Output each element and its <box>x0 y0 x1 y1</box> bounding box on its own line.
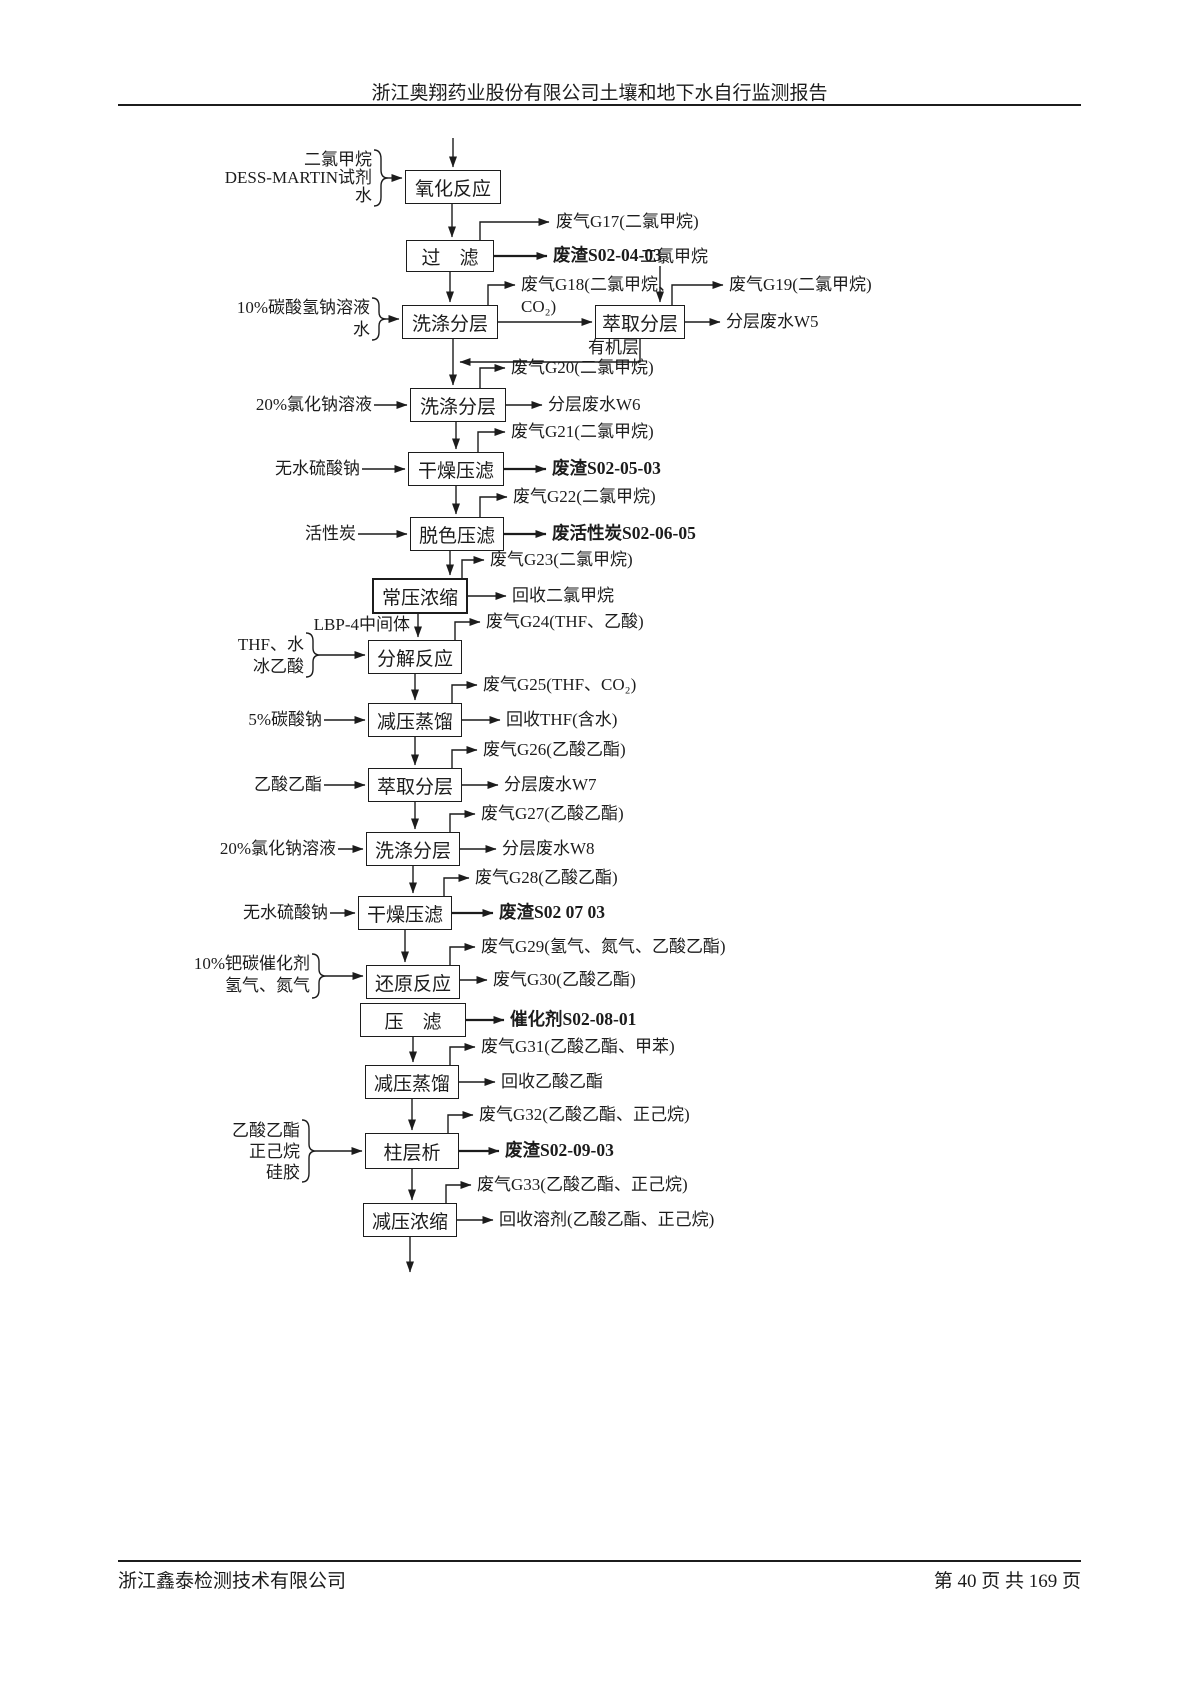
process-box-vacuum-concentrate: 减压浓缩 <box>363 1203 457 1237</box>
input-label-nahco3: 10%碳酸氢钠溶液 <box>236 298 370 317</box>
offgas-label-g26: 废气G26(乙酸乙酯) <box>483 740 626 759</box>
input-label-silica: 硅胶 <box>266 1163 300 1182</box>
process-box-vacuum-distill1: 减压蒸馏 <box>368 703 462 737</box>
offgas-label-g19: 废气G19(二氯甲烷) <box>729 275 872 294</box>
input-label-acetic: 冰乙酸 <box>253 657 304 676</box>
footer-company: 浙江鑫泰检测技术有限公司 <box>118 1571 347 1592</box>
output-label-w5: 分层废水W5 <box>726 312 819 331</box>
input-label-dess-martin: DESS-MARTIN试剂 <box>224 168 372 187</box>
offgas-label-g20: 废气G20(二氯甲烷) <box>511 358 654 377</box>
input-label-h2-n2: 氢气、氮气 <box>225 976 310 995</box>
input-label-water2: 水 <box>353 320 370 339</box>
process-box-atm-concentrate: 常压浓缩 <box>372 578 468 614</box>
output-label-w7: 分层废水W7 <box>504 775 597 794</box>
process-box-filter2: 压 滤 <box>360 1003 466 1037</box>
page-title: 浙江奥翔药业股份有限公司土壤和地下水自行监测报告 <box>371 83 828 104</box>
offgas-label-g21: 废气G21(二氯甲烷) <box>511 422 654 441</box>
process-box-dry-filter1: 干燥压滤 <box>408 452 504 486</box>
process-box-decompose: 分解反应 <box>368 640 462 674</box>
input-label-ea1: 乙酸乙酯 <box>254 775 322 794</box>
output-label-recover-solvent: 回收溶剂(乙酸乙酯、正己烷) <box>499 1210 715 1229</box>
process-box-decolor-filter: 脱色压滤 <box>410 517 504 551</box>
offgas-label-g31: 废气G31(乙酸乙酯、甲苯) <box>481 1037 675 1056</box>
process-box-oxidation: 氧化反应 <box>405 170 501 204</box>
process-box-filter1: 过 滤 <box>406 240 494 272</box>
offgas-label-g28: 废气G28(乙酸乙酯) <box>475 868 618 887</box>
footer-rule <box>118 1560 1081 1562</box>
offgas-label-g17: 废气G17(二氯甲烷) <box>556 212 699 231</box>
offgas-label-g32: 废气G32(乙酸乙酯、正己烷) <box>479 1105 690 1124</box>
header-rule <box>118 104 1081 106</box>
output-label-recover-dcm: 回收二氯甲烷 <box>512 586 614 605</box>
footer-page-number: 第 40 页 共 169 页 <box>933 1571 1081 1592</box>
annotation-lbp4-intermediate: LBP-4中间体 <box>313 615 410 634</box>
process-box-vacuum-distill2: 减压蒸馏 <box>365 1065 459 1099</box>
process-box-reduction: 还原反应 <box>366 965 460 999</box>
output-label-s02-09-03: 废渣S02-09-03 <box>505 1140 614 1160</box>
input-label-na2co3: 5%碳酸钠 <box>248 710 322 729</box>
offgas-label-g22: 废气G22(二氯甲烷) <box>513 487 656 506</box>
offgas-label-g25: 废气G25(THF、CO₂) <box>483 675 637 694</box>
offgas-label-g30: 废气G30(乙酸乙酯) <box>493 970 636 989</box>
input-label-hexane: 正己烷 <box>249 1142 300 1161</box>
output-label-s02-07-03: 废渣S02 07 03 <box>499 902 605 922</box>
process-box-column: 柱层析 <box>365 1133 459 1169</box>
input-label-ea2: 乙酸乙酯 <box>232 1121 300 1140</box>
output-label-carbon-waste: 废活性炭S02-06-05 <box>552 523 696 543</box>
output-label-catalyst-waste: 催化剂S02-08-01 <box>510 1009 637 1029</box>
offgas-label-g23: 废气G23(二氯甲烷) <box>490 550 633 569</box>
offgas-label-g24: 废气G24(THF、乙酸) <box>486 612 644 631</box>
output-label-recover-thf: 回收THF(含水) <box>506 710 618 729</box>
input-label-nacl2: 20%氯化钠溶液 <box>219 839 336 858</box>
process-box-wash1: 洗涤分层 <box>402 305 498 339</box>
input-label-nacl1: 20%氯化钠溶液 <box>255 395 372 414</box>
process-box-wash2: 洗涤分层 <box>410 388 506 422</box>
input-label-dcm1: 二氯甲烷 <box>304 150 372 169</box>
offgas-label-g33: 废气G33(乙酸乙酯、正己烷) <box>477 1175 688 1194</box>
offgas-label-g18-line2: CO₂) <box>521 297 557 316</box>
process-box-extract2: 萃取分层 <box>368 768 462 802</box>
output-label-w6: 分层废水W6 <box>548 395 641 414</box>
input-label-water1: 水 <box>355 186 372 205</box>
process-box-wash3: 洗涤分层 <box>366 832 460 866</box>
input-label-thf-water: THF、水 <box>237 635 304 654</box>
process-box-dry-filter2: 干燥压滤 <box>358 896 452 930</box>
input-label-carbon: 活性炭 <box>305 524 356 543</box>
process-box-extract1: 萃取分层 <box>595 305 685 339</box>
input-label-na2so4-2: 无水硫酸钠 <box>243 903 328 922</box>
offgas-label-g27: 废气G27(乙酸乙酯) <box>481 804 624 823</box>
input-label-pd-catalyst: 10%钯碳催化剂 <box>193 954 310 973</box>
annotation-organic-layer: 有机层 <box>588 338 639 357</box>
output-label-w8: 分层废水W8 <box>502 839 595 858</box>
output-label-s02-05-03: 废渣S02-05-03 <box>552 458 661 478</box>
output-label-recover-ea: 回收乙酸乙酯 <box>501 1072 603 1091</box>
offgas-label-g29: 废气G29(氢气、氮气、乙酸乙酯) <box>481 937 726 956</box>
output-label-s02-04-03: 废渣S02-04-03 <box>553 245 662 265</box>
offgas-label-g18-line1: 废气G18(二氯甲烷、 <box>521 275 675 294</box>
input-label-na2so4-1: 无水硫酸钠 <box>275 459 360 478</box>
input-label-dcm2: 二氯甲烷 <box>640 247 708 266</box>
